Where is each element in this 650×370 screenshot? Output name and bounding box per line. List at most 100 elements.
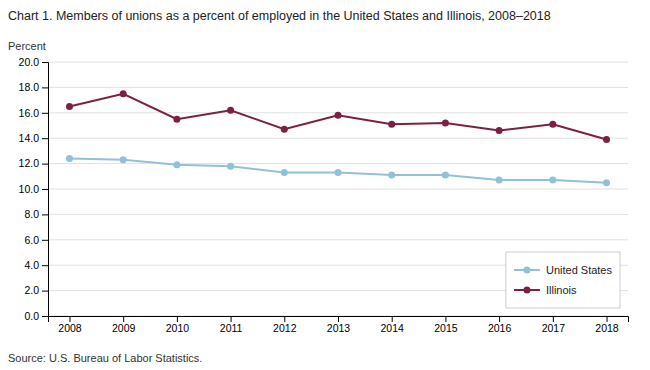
x-tick: 2015 bbox=[434, 316, 458, 334]
series-point bbox=[442, 172, 449, 179]
y-tick-label: 8.0 bbox=[24, 208, 39, 220]
y-tick-mark bbox=[42, 62, 48, 63]
grid-line bbox=[48, 138, 628, 139]
x-tick-mark bbox=[231, 316, 232, 322]
series-point bbox=[120, 156, 127, 163]
x-axis: 2008200920102011201220132014201520162017… bbox=[49, 316, 629, 334]
series-point bbox=[173, 116, 180, 123]
series-line bbox=[69, 94, 606, 140]
x-tick: 2014 bbox=[381, 316, 405, 334]
y-tick-label: 6.0 bbox=[24, 234, 39, 246]
x-tick: 2016 bbox=[488, 316, 512, 334]
y-axis-title: Percent bbox=[8, 40, 46, 52]
grid-line bbox=[48, 189, 628, 190]
grid-line bbox=[48, 62, 628, 63]
y-tick-label: 18.0 bbox=[19, 81, 40, 93]
series-point bbox=[335, 112, 342, 119]
x-tick: 2010 bbox=[166, 316, 190, 334]
y-tick-mark bbox=[42, 265, 48, 266]
series-point bbox=[66, 155, 73, 162]
grid-line bbox=[48, 239, 628, 240]
y-tick-label: 20.0 bbox=[19, 56, 40, 68]
x-tick-label: 2009 bbox=[112, 322, 136, 334]
series-point bbox=[120, 90, 127, 97]
series-point bbox=[227, 107, 234, 114]
x-tick: 2009 bbox=[112, 316, 136, 334]
x-tick-mark bbox=[499, 316, 500, 322]
y-tick-mark bbox=[42, 316, 48, 317]
series-point bbox=[549, 177, 556, 184]
chart-title: Chart 1. Members of unions as a percent … bbox=[8, 9, 551, 23]
y-tick-mark bbox=[42, 189, 48, 190]
y-tick: 2.0 bbox=[24, 284, 48, 296]
x-tick: 2017 bbox=[542, 316, 566, 334]
x-tick-mark bbox=[607, 316, 608, 322]
series-point bbox=[442, 119, 449, 126]
x-tick: 2008 bbox=[58, 316, 82, 334]
y-tick-mark bbox=[42, 164, 48, 165]
series-point bbox=[388, 121, 395, 128]
series-point bbox=[388, 172, 395, 179]
x-tick-label: 2017 bbox=[542, 322, 566, 334]
y-tick-mark bbox=[42, 240, 48, 241]
legend-label: United States bbox=[546, 264, 613, 276]
x-tick-mark bbox=[69, 316, 70, 322]
series-point bbox=[496, 177, 503, 184]
y-axis-line bbox=[42, 63, 49, 317]
y-tick-label: 14.0 bbox=[19, 132, 40, 144]
series-point bbox=[281, 126, 288, 133]
y-tick: 6.0 bbox=[24, 234, 48, 246]
y-tick-label: 10.0 bbox=[19, 183, 40, 195]
series-point bbox=[66, 103, 73, 110]
x-tick-label: 2014 bbox=[381, 322, 405, 334]
y-tick-mark bbox=[42, 138, 48, 139]
series-point bbox=[335, 169, 342, 176]
chart-svg: Chart 1. Members of unions as a percent … bbox=[0, 0, 650, 370]
y-tick-label: 12.0 bbox=[19, 157, 40, 169]
x-tick-label: 2008 bbox=[58, 322, 82, 334]
x-tick-mark bbox=[123, 316, 124, 322]
y-tick: 8.0 bbox=[24, 208, 48, 220]
y-tick-mark bbox=[42, 113, 48, 114]
y-axis: 0.0 2.0 4.0 6.0 8.0 10.0 12.0 14.0 16.0 18.0 20.0 bbox=[19, 56, 49, 322]
x-tick: 2018 bbox=[595, 316, 619, 334]
legend-item: Illinois bbox=[514, 284, 577, 296]
x-tick-label: 2011 bbox=[220, 322, 243, 334]
series-point bbox=[227, 163, 234, 170]
x-tick-label: 2015 bbox=[434, 322, 458, 334]
x-tick-label: 2010 bbox=[166, 322, 190, 334]
y-tick: 10.0 bbox=[19, 183, 48, 195]
y-tick: 18.0 bbox=[19, 81, 48, 93]
x-tick-label: 2018 bbox=[595, 322, 619, 334]
series-point bbox=[603, 179, 610, 186]
source-note: Source: U.S. Bureau of Labor Statistics. bbox=[8, 352, 202, 364]
x-tick-mark bbox=[392, 316, 393, 322]
legend-label: Illinois bbox=[546, 284, 577, 296]
x-tick: 2011 bbox=[220, 316, 243, 334]
series-point bbox=[496, 127, 503, 134]
y-tick-mark bbox=[42, 291, 48, 292]
series-point bbox=[173, 161, 180, 168]
x-tick-mark bbox=[284, 316, 285, 322]
legend-swatch-marker bbox=[523, 267, 530, 274]
series-line bbox=[69, 159, 606, 183]
grid-line bbox=[48, 163, 628, 164]
y-tick: 4.0 bbox=[24, 259, 48, 271]
y-tick-label: 16.0 bbox=[19, 107, 40, 119]
y-tick-label: 2.0 bbox=[24, 284, 39, 296]
y-tick-label: 0.0 bbox=[24, 310, 39, 322]
series-point bbox=[603, 136, 610, 143]
x-axis-line bbox=[49, 317, 629, 323]
legend: United States Illinois bbox=[506, 252, 620, 308]
y-tick: 14.0 bbox=[19, 132, 48, 144]
legend-item: United States bbox=[514, 264, 613, 276]
plot-area bbox=[66, 90, 610, 186]
y-tick: 20.0 bbox=[19, 56, 48, 68]
x-tick-mark bbox=[338, 316, 339, 322]
legend-frame bbox=[506, 252, 620, 308]
legend-swatch-marker bbox=[523, 287, 530, 294]
x-tick-label: 2013 bbox=[327, 322, 351, 334]
series-point bbox=[549, 121, 556, 128]
x-tick-mark bbox=[177, 316, 178, 322]
y-tick: 12.0 bbox=[19, 157, 48, 169]
